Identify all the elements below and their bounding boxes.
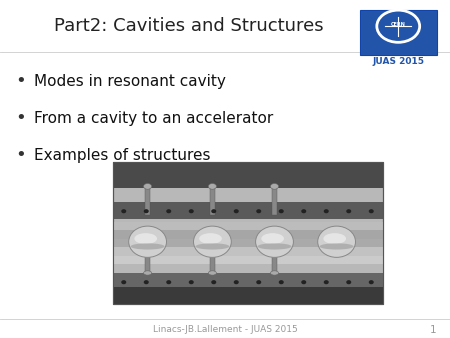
Circle shape <box>302 210 306 213</box>
Bar <box>272 186 277 215</box>
Circle shape <box>189 281 193 284</box>
Ellipse shape <box>208 184 216 189</box>
Bar <box>272 250 277 273</box>
Text: From a cavity to an accelerator: From a cavity to an accelerator <box>34 111 273 126</box>
Circle shape <box>279 281 283 284</box>
Bar <box>112 162 382 304</box>
Circle shape <box>279 210 283 213</box>
Ellipse shape <box>129 226 166 257</box>
Ellipse shape <box>135 233 157 244</box>
Ellipse shape <box>194 226 231 257</box>
Circle shape <box>347 210 351 213</box>
Circle shape <box>324 281 328 284</box>
Circle shape <box>324 210 328 213</box>
Circle shape <box>144 281 148 284</box>
Text: 1: 1 <box>430 324 436 335</box>
Ellipse shape <box>324 233 346 244</box>
Text: CERN: CERN <box>391 22 406 27</box>
Bar <box>112 247 382 256</box>
Text: Modes in resonant cavity: Modes in resonant cavity <box>34 74 225 89</box>
Ellipse shape <box>208 271 216 275</box>
Ellipse shape <box>257 243 292 249</box>
Ellipse shape <box>318 226 356 257</box>
Bar <box>145 250 150 273</box>
Circle shape <box>234 281 238 284</box>
Circle shape <box>212 210 216 213</box>
Ellipse shape <box>320 243 354 249</box>
Ellipse shape <box>261 233 284 244</box>
Text: •: • <box>15 109 26 127</box>
Circle shape <box>122 281 126 284</box>
Ellipse shape <box>144 271 152 275</box>
Circle shape <box>189 210 193 213</box>
Text: JUAS 2015: JUAS 2015 <box>372 57 424 66</box>
Bar <box>112 287 382 304</box>
Ellipse shape <box>256 226 293 257</box>
Text: •: • <box>15 72 26 90</box>
Circle shape <box>347 281 351 284</box>
Bar <box>112 231 382 239</box>
Bar <box>112 256 382 264</box>
Ellipse shape <box>270 184 279 189</box>
Circle shape <box>167 210 171 213</box>
Circle shape <box>257 210 261 213</box>
Ellipse shape <box>199 233 222 244</box>
Ellipse shape <box>144 184 152 189</box>
Bar <box>112 162 382 188</box>
Circle shape <box>302 281 306 284</box>
Text: •: • <box>15 146 26 165</box>
Circle shape <box>167 281 171 284</box>
Text: Part2: Cavities and Structures: Part2: Cavities and Structures <box>54 17 324 35</box>
Circle shape <box>369 210 373 213</box>
FancyBboxPatch shape <box>360 10 436 55</box>
Text: Linacs-JB.Lallement - JUAS 2015: Linacs-JB.Lallement - JUAS 2015 <box>153 325 297 334</box>
Circle shape <box>122 210 126 213</box>
Ellipse shape <box>195 243 230 249</box>
Circle shape <box>234 210 238 213</box>
Circle shape <box>369 281 373 284</box>
Bar <box>145 186 150 215</box>
Ellipse shape <box>270 271 279 275</box>
Text: Examples of structures: Examples of structures <box>34 148 210 163</box>
Bar <box>112 162 382 304</box>
Bar <box>210 186 215 215</box>
Bar <box>112 239 382 247</box>
Bar <box>112 273 382 287</box>
Circle shape <box>212 281 216 284</box>
Bar <box>210 250 215 273</box>
Ellipse shape <box>130 243 165 249</box>
Circle shape <box>257 281 261 284</box>
Circle shape <box>144 210 148 213</box>
Bar <box>112 264 382 273</box>
Bar <box>112 222 382 231</box>
Bar <box>112 202 382 219</box>
